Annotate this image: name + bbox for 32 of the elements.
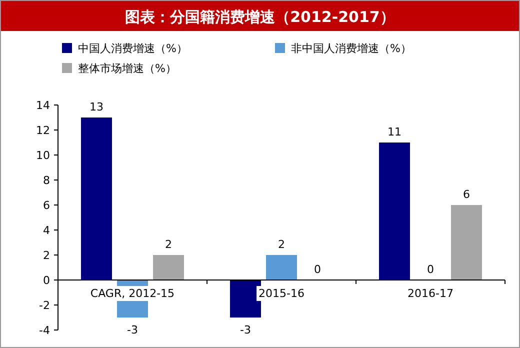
y-tick-label: -4 (39, 324, 50, 337)
y-tick-label: 12 (36, 124, 50, 137)
bar (230, 280, 261, 318)
legend-label: 整体市场增速（%） (78, 62, 176, 75)
bar (153, 255, 184, 280)
data-label: 2 (165, 238, 172, 251)
chart-title: 图表：分国籍消费增速（2012-2017） (125, 8, 395, 26)
x-tick-label: 2015-16 (258, 287, 304, 300)
bar (451, 205, 482, 280)
data-label: -3 (240, 324, 251, 336)
x-tick-label: CAGR, 2012-15 (90, 287, 175, 300)
y-tick-label: 6 (43, 199, 50, 212)
y-tick-label: 2 (43, 249, 50, 262)
data-label: 13 (90, 100, 104, 114)
y-tick-label: 4 (43, 224, 50, 237)
legend-label: 非中国人消费增速（%） (291, 42, 412, 55)
data-label: 0 (314, 263, 321, 276)
y-tick-label: 0 (43, 274, 50, 287)
bar (266, 255, 297, 280)
data-label: -3 (127, 324, 138, 336)
y-tick-label: 10 (36, 149, 50, 162)
data-label: 11 (388, 126, 402, 138)
data-label: 6 (463, 188, 470, 201)
x-tick-label: 2016-17 (408, 287, 454, 300)
data-label: 2 (278, 238, 285, 251)
bar (379, 142, 410, 280)
data-label: 0 (427, 263, 434, 276)
legend-label: 中国人消费增速（%） (78, 42, 188, 55)
y-tick-label: 14 (36, 99, 50, 112)
y-tick-label: 8 (43, 174, 50, 187)
y-tick-label: -2 (39, 299, 50, 312)
bar (81, 118, 112, 280)
